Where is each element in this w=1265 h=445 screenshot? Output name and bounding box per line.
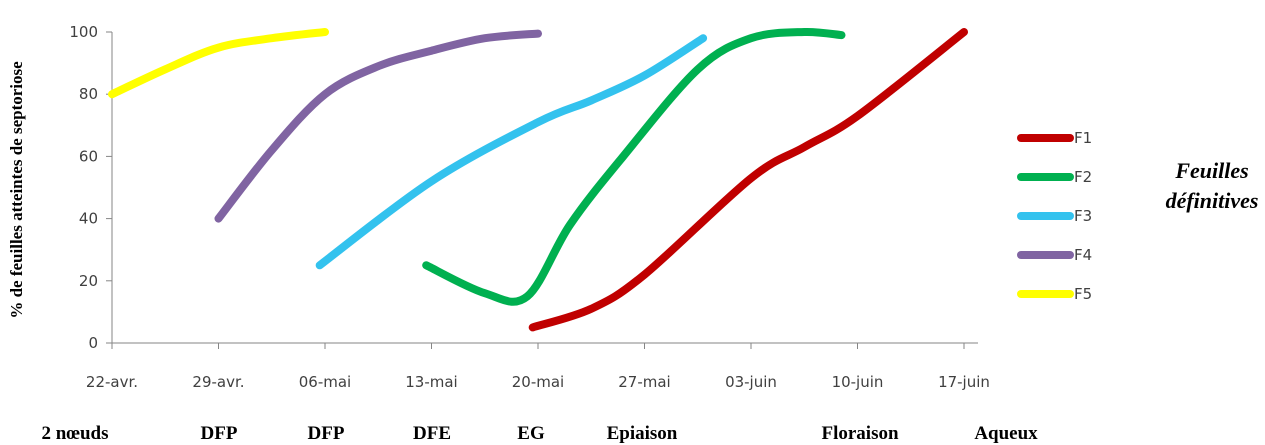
stage-label: 2 nœuds	[41, 423, 108, 444]
x-tick-label: 03-juin	[725, 373, 777, 391]
y-tick-label: 80	[79, 85, 98, 103]
axes	[106, 31, 978, 349]
series-line-f4	[214, 29, 542, 223]
x-tick-label: 27-mai	[618, 373, 670, 391]
series-line-f2	[422, 27, 846, 306]
y-tick-label: 60	[79, 147, 98, 165]
stage-label: Floraison	[821, 423, 898, 444]
legend-title-line-1: Feuilles	[1174, 158, 1248, 183]
x-tick-label: 13-mai	[405, 373, 457, 391]
x-tick-label: 29-avr.	[192, 373, 244, 391]
series-line-f5	[108, 28, 329, 99]
series-lines	[108, 27, 968, 332]
legend: F1 F2 F3 F4 F5	[1017, 129, 1092, 303]
stage-label: DFP	[308, 423, 345, 444]
x-tick-labels: 22-avr. 29-avr. 06-mai 13-mai 20-mai 27-mai 03…	[86, 373, 990, 391]
stage-label: EG	[517, 423, 545, 444]
legend-title-line-2: définitives	[1166, 188, 1259, 213]
stage-label: Epiaison	[607, 423, 678, 444]
series-line-f3	[315, 34, 708, 270]
legend-label-f5: F5	[1074, 285, 1092, 303]
x-tick-label: 20-mai	[512, 373, 564, 391]
y-tick-label: 0	[88, 334, 98, 352]
legend-label-f1: F1	[1074, 129, 1092, 147]
x-tick-label: 10-juin	[832, 373, 884, 391]
series-line-f1	[528, 28, 968, 332]
legend-label-f3: F3	[1074, 207, 1092, 225]
y-tick-label: 40	[79, 210, 98, 228]
y-tick-labels: 0 20 40 60 80 100	[69, 23, 98, 352]
growth-stage-labels: 2 nœuds DFP DFP DFE EG Epiaison Floraison Aqueu…	[41, 423, 1038, 444]
legend-title: Feuilles définitives	[1166, 158, 1259, 213]
stage-label: DFP	[201, 423, 238, 444]
x-tick-label: 22-avr.	[86, 373, 138, 391]
x-tick-label: 17-juin	[938, 373, 990, 391]
legend-label-f4: F4	[1074, 246, 1092, 264]
stage-label: DFE	[413, 423, 451, 444]
stage-label: Aqueux	[974, 423, 1038, 444]
legend-label-f2: F2	[1074, 168, 1092, 186]
y-axis-label: % de feuilles atteintes de septoriose	[7, 61, 26, 319]
y-tick-label: 100	[69, 23, 98, 41]
x-tick-label: 06-mai	[299, 373, 351, 391]
y-tick-label: 20	[79, 272, 98, 290]
